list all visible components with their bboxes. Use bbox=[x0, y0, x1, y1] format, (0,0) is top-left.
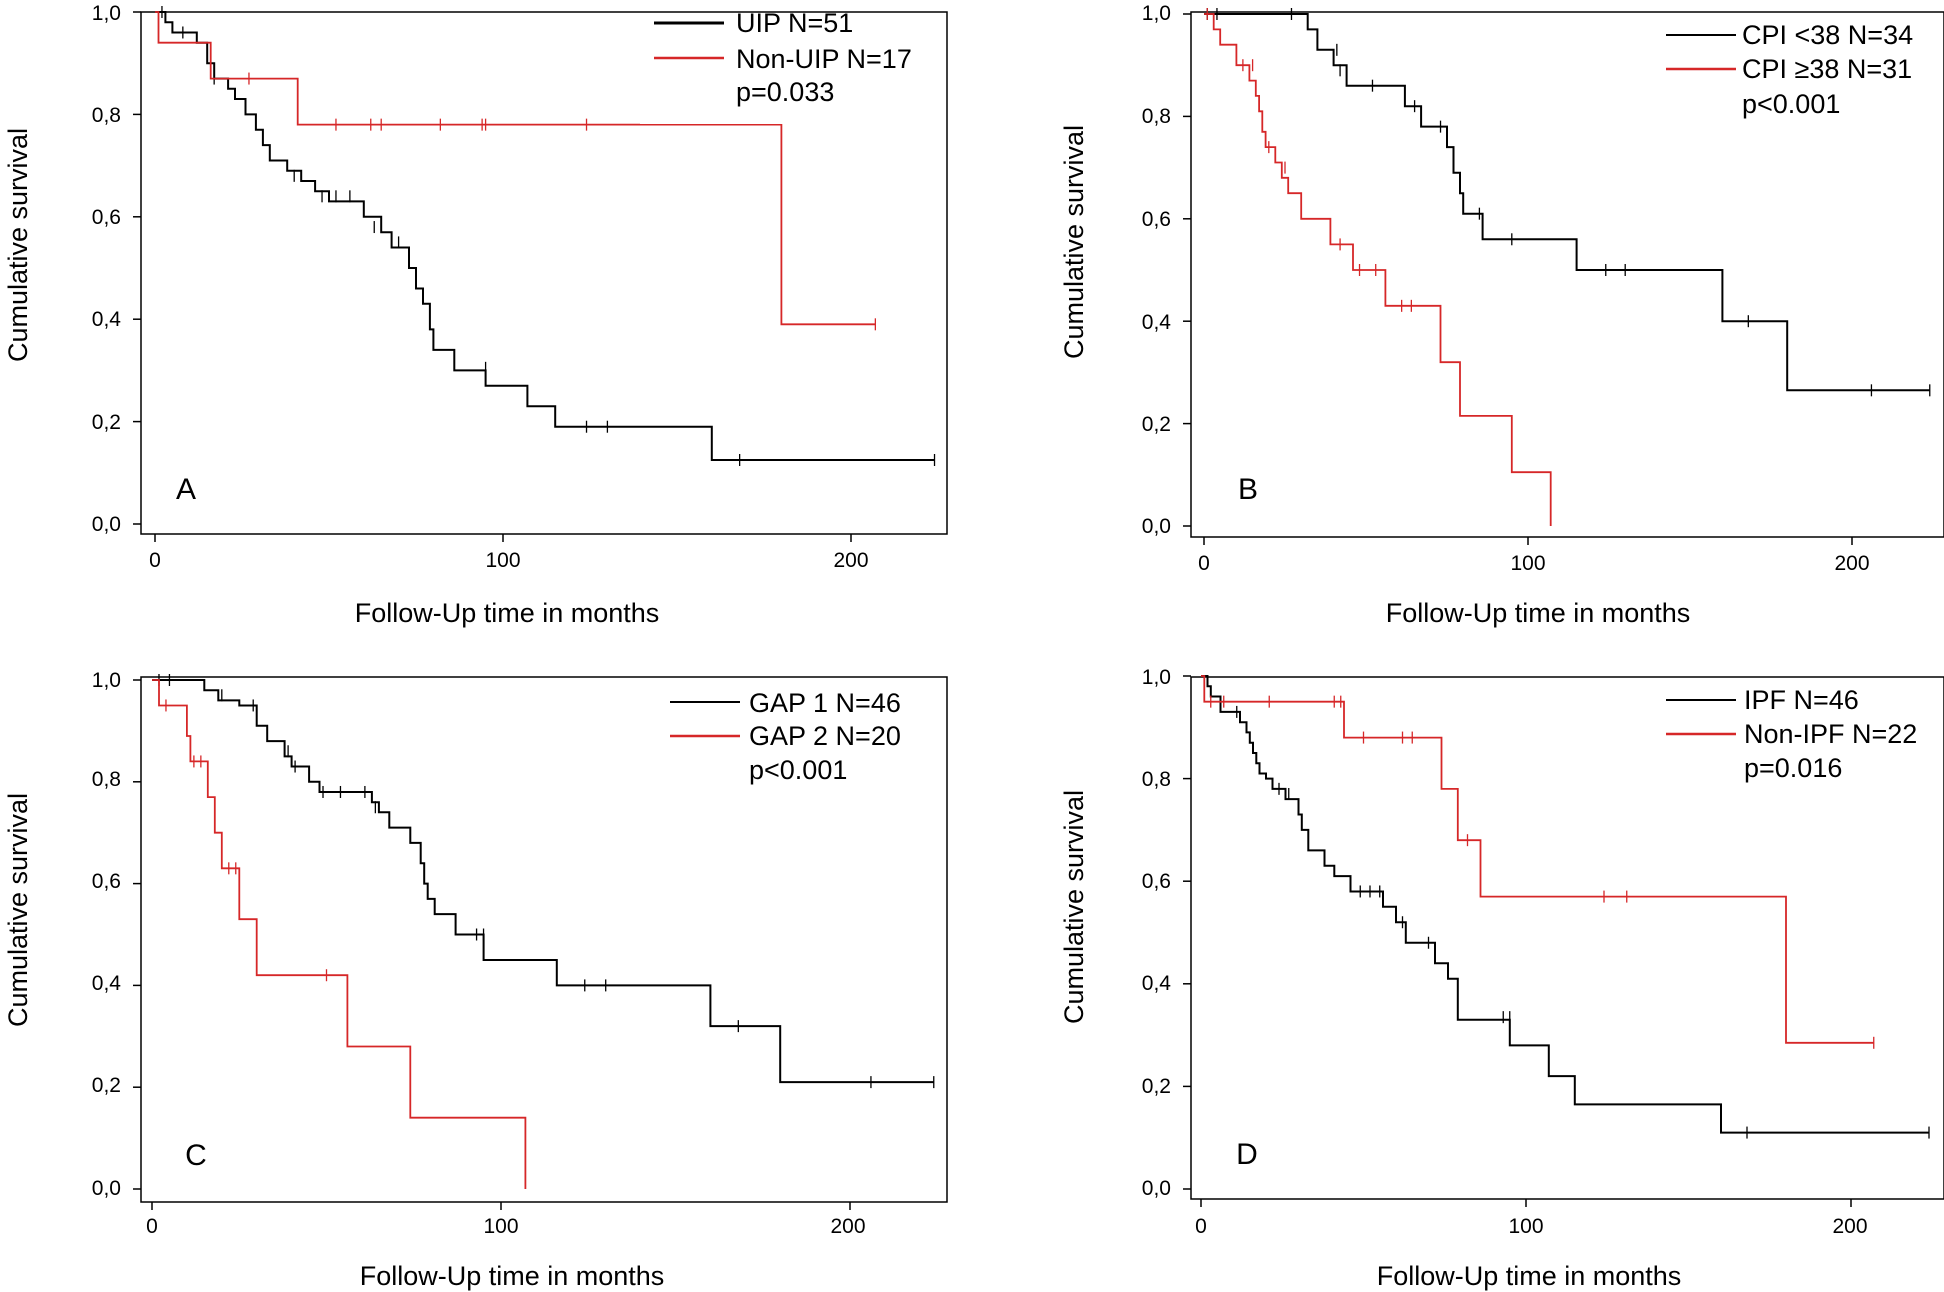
ytick-label-4: 0,8 bbox=[1142, 768, 1171, 791]
y-axis-title: Cumulative survival bbox=[3, 793, 33, 1027]
panel-letter: B bbox=[1238, 473, 1258, 506]
km-curve-0 bbox=[1201, 675, 1929, 1134]
axis-ticks bbox=[133, 11, 852, 542]
xtick-label-1: 100 bbox=[1508, 1215, 1543, 1238]
km-curve-1 bbox=[152, 679, 527, 1189]
legend-entry-1-label: Non-IPF N=22 bbox=[1744, 719, 1917, 749]
ytick-label-1: 0,2 bbox=[92, 1074, 121, 1097]
xtick-label-2: 200 bbox=[833, 549, 868, 572]
series-red bbox=[1204, 8, 1552, 526]
legend-entry-0-label: GAP 1 N=46 bbox=[749, 688, 901, 718]
panel-a: 0,0 0,2 0,4 0,6 0,8 1,0 0 100 200 Follow… bbox=[3, 2, 948, 628]
series-black bbox=[1201, 675, 1930, 1139]
km-curve-1 bbox=[155, 11, 876, 326]
legend-entry-0-label: IPF N=46 bbox=[1744, 685, 1859, 715]
ytick-label-3: 0,6 bbox=[1142, 870, 1171, 893]
km-curve-0 bbox=[152, 679, 934, 1084]
legend-entry-1-label: CPI ≥38 N=31 bbox=[1742, 54, 1912, 84]
ytick-label-5: 1,0 bbox=[92, 669, 121, 692]
xtick-label-2: 200 bbox=[830, 1215, 865, 1238]
ytick-label-0: 0,0 bbox=[92, 1177, 121, 1200]
series-black bbox=[152, 674, 935, 1089]
y-axis-title: Cumulative survival bbox=[3, 128, 33, 362]
series-red bbox=[1201, 675, 1875, 1049]
xtick-label-0: 0 bbox=[1195, 1215, 1207, 1238]
p-value: p=0.016 bbox=[1744, 753, 1842, 783]
xtick-label-1: 100 bbox=[485, 549, 520, 572]
xtick-label-0: 0 bbox=[146, 1215, 158, 1238]
legend-entry-0-label: CPI <38 N=34 bbox=[1742, 20, 1913, 50]
plot-frame bbox=[1190, 11, 1944, 538]
legend-box bbox=[636, 679, 945, 789]
ytick-label-3: 0,6 bbox=[92, 206, 121, 229]
km-curve-1 bbox=[1201, 675, 1874, 1044]
ytick-label-3: 0,6 bbox=[92, 870, 121, 893]
ytick-label-3: 0,6 bbox=[1142, 208, 1171, 231]
ytick-label-5: 1,0 bbox=[1142, 666, 1171, 689]
ytick-label-0: 0,0 bbox=[1142, 515, 1171, 538]
series-red bbox=[152, 679, 527, 1189]
x-axis-title: Follow-Up time in months bbox=[360, 1261, 665, 1291]
ytick-label-1: 0,2 bbox=[1142, 413, 1171, 436]
axis-ticks bbox=[133, 679, 851, 1210]
panel-c: 0,0 0,2 0,4 0,6 0,8 1,0 0 100 200 Follow… bbox=[3, 669, 948, 1291]
y-axis-title: Cumulative survival bbox=[1059, 790, 1089, 1024]
panel-letter: C bbox=[185, 1139, 207, 1172]
km-curve-0 bbox=[1204, 13, 1930, 392]
legend-entry-1-label: GAP 2 N=20 bbox=[749, 721, 901, 751]
legend-entry-0-label: UIP N=51 bbox=[736, 8, 853, 38]
x-axis-title: Follow-Up time in months bbox=[1386, 598, 1691, 628]
ytick-label-1: 0,2 bbox=[1142, 1075, 1171, 1098]
y-axis-title: Cumulative survival bbox=[1059, 125, 1089, 359]
ytick-label-4: 0,8 bbox=[1142, 105, 1171, 128]
legend-entry-1-label: Non-UIP N=17 bbox=[736, 44, 912, 74]
ytick-label-4: 0,8 bbox=[92, 768, 121, 791]
panel-d: 0,0 0,2 0,4 0,6 0,8 1,0 0 100 200 Follow… bbox=[1059, 666, 1944, 1291]
panel-b: 0,0 0,2 0,4 0,6 0,8 1,0 0 100 200 Follow… bbox=[1059, 2, 1944, 628]
series-red bbox=[155, 11, 877, 331]
xtick-label-2: 200 bbox=[1832, 1215, 1867, 1238]
ytick-label-4: 0,8 bbox=[92, 104, 121, 127]
ytick-label-2: 0,4 bbox=[92, 308, 122, 331]
xtick-label-1: 100 bbox=[1510, 552, 1545, 575]
legend-box bbox=[640, 14, 945, 124]
panel-letter: A bbox=[176, 473, 196, 506]
axis-ticks bbox=[1183, 675, 1852, 1207]
ytick-label-2: 0,4 bbox=[1142, 311, 1172, 334]
xtick-label-0: 0 bbox=[149, 549, 161, 572]
plot-frame bbox=[140, 11, 948, 535]
plot-frame bbox=[1190, 676, 1944, 1200]
series-black bbox=[1204, 8, 1931, 397]
p-value: p<0.001 bbox=[749, 755, 847, 785]
p-value: p<0.001 bbox=[1742, 89, 1840, 119]
axis-ticks bbox=[1183, 13, 1853, 545]
ytick-label-2: 0,4 bbox=[1142, 972, 1172, 995]
x-axis-title: Follow-Up time in months bbox=[355, 598, 660, 628]
ytick-label-2: 0,4 bbox=[92, 972, 122, 995]
x-axis-title: Follow-Up time in months bbox=[1377, 1261, 1682, 1291]
panel-letter: D bbox=[1236, 1138, 1258, 1171]
ytick-label-0: 0,0 bbox=[92, 513, 121, 536]
p-value: p=0.033 bbox=[736, 77, 834, 107]
ytick-label-1: 0,2 bbox=[92, 411, 121, 434]
ytick-label-5: 1,0 bbox=[92, 2, 121, 25]
km-curve-1 bbox=[1204, 13, 1552, 526]
ytick-label-0: 0,0 bbox=[1142, 1177, 1171, 1200]
xtick-label-0: 0 bbox=[1198, 552, 1210, 575]
plot-frame bbox=[140, 676, 948, 1203]
xtick-label-1: 100 bbox=[483, 1215, 518, 1238]
xtick-label-2: 200 bbox=[1834, 552, 1869, 575]
ytick-label-5: 1,0 bbox=[1142, 2, 1171, 25]
